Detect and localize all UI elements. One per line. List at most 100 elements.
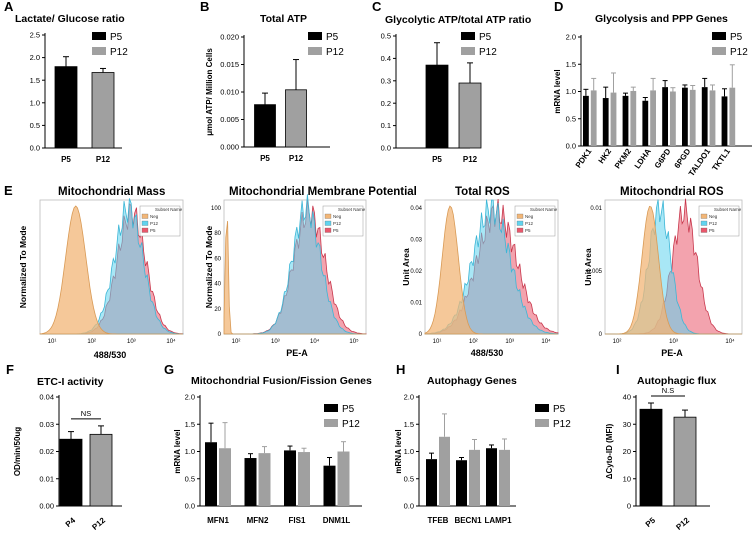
y-tick-label: 0 xyxy=(419,332,423,338)
bar-p12 xyxy=(91,72,115,149)
legend-swatch-neg xyxy=(516,213,524,219)
legend-label-p12: P12 xyxy=(525,221,534,226)
y-tick-label: 80 xyxy=(214,231,221,237)
bar-p5 xyxy=(583,95,589,146)
y-axis-label: ΔCyto-ID (MFI) xyxy=(605,423,614,479)
legend-swatch-p5 xyxy=(324,227,332,233)
significance-label: NS xyxy=(81,409,91,418)
y-axis-label: mRNA level xyxy=(173,429,182,473)
legend-swatch-p5 xyxy=(92,32,106,40)
y-tick-label: 0.01 xyxy=(410,301,422,307)
y-tick-label: 2.0 xyxy=(404,393,414,402)
y-tick-label: 0.0 xyxy=(30,144,40,153)
y-tick-label: 0 xyxy=(627,502,631,511)
chart-f: F ETC-I activity 0.00 0.01 0.02 0.03 0.04 OD/mi… xyxy=(6,362,122,532)
y-tick-label: 2.0 xyxy=(185,393,195,402)
bar-p12 xyxy=(439,436,450,506)
bar-p5 xyxy=(721,96,728,146)
legend-label-p12: P12 xyxy=(110,47,128,58)
flow-panel-3: Total ROS Subset Name Neg P12 P5 0 0.01 0.02 0.0… xyxy=(401,186,559,358)
x-tick-label: DNM1L xyxy=(323,516,351,525)
y-tick-label: 1.0 xyxy=(566,87,576,96)
chart-i: I Autophagic flux 0 10 20 30 40 ΔCyto-ID (MFI) P… xyxy=(605,362,716,532)
y-tick-label: 0.005 xyxy=(220,115,239,124)
legend-swatch-neg xyxy=(700,213,708,219)
x-tick-label: 10² xyxy=(469,339,478,345)
legend-label-neg: Neg xyxy=(333,214,342,219)
legend-swatch-p12 xyxy=(535,419,549,427)
panel-label: H xyxy=(396,362,405,377)
y-tick-label: 2.0 xyxy=(566,33,576,42)
x-tick-label: 10⁴ xyxy=(725,338,735,345)
panel-label: I xyxy=(616,362,620,377)
legend-swatch-neg xyxy=(324,213,332,219)
x-tick-label: 10³ xyxy=(271,339,280,345)
bar-p5 xyxy=(284,450,296,506)
x-tick-label: 10² xyxy=(613,339,622,345)
legend-swatch-p5 xyxy=(712,32,726,40)
legend-swatch-p5 xyxy=(324,404,338,412)
flow-panel-2: Mitochondrial Membrane Potential Subset N… xyxy=(204,186,417,358)
legend-title: Subset Name xyxy=(530,207,558,212)
legend-swatch-p5 xyxy=(308,32,322,40)
flow-panel-1: E Mitochondrial Mass Subset Name Neg P12 P5 10… xyxy=(4,183,184,360)
histogram-neg xyxy=(39,205,183,335)
legend-label-p5: P5 xyxy=(730,32,743,43)
bar-p4 xyxy=(59,438,83,507)
chart-title: Autophagy Genes xyxy=(427,375,517,387)
y-tick-label: 0.0 xyxy=(381,144,391,153)
bar-p5 xyxy=(425,64,449,149)
y-tick-label: 40 xyxy=(623,393,631,402)
x-tick-label: 10⁴ xyxy=(310,338,320,345)
y-tick-label: 0.1 xyxy=(381,121,391,130)
legend-label-p5: P5 xyxy=(333,228,339,233)
y-tick-label: 0.005 xyxy=(587,269,603,275)
y-tick-label: 1.5 xyxy=(404,420,414,429)
bar-p5 xyxy=(244,458,257,506)
panel-label: G xyxy=(164,362,174,377)
bar-p5 xyxy=(456,460,467,506)
y-tick-label: 0.015 xyxy=(220,60,239,69)
legend-label-p5: P5 xyxy=(342,404,355,415)
x-tick-label: 10² xyxy=(87,339,96,345)
chart-h: H Autophagy Genes 0.0 0.5 1.0 1.5 2.0 mRNA leve… xyxy=(394,362,571,525)
legend-swatch-p12 xyxy=(308,47,322,55)
bar-p12 xyxy=(469,449,480,506)
y-tick-label: 10 xyxy=(623,474,631,483)
legend-swatch-neg xyxy=(141,213,149,219)
x-tick-label: 6PGD xyxy=(673,147,693,170)
x-tick-label: P12 xyxy=(90,515,107,531)
x-tick-label: P5 xyxy=(61,155,71,164)
legend-swatch-p12 xyxy=(92,47,106,55)
bar-p12 xyxy=(709,90,716,146)
y-tick-label: 0.02 xyxy=(410,269,422,275)
legend-label-p12: P12 xyxy=(730,47,748,58)
chart-title: Mitochondrial Mass xyxy=(58,186,165,198)
bar-p12 xyxy=(650,90,656,146)
bar-p12 xyxy=(499,449,510,506)
x-tick-label: P5 xyxy=(644,515,658,529)
legend-label-p5: P5 xyxy=(553,404,566,415)
bar-p12 xyxy=(285,89,307,148)
legend-label-p12: P12 xyxy=(342,419,360,430)
panel-label: E xyxy=(4,183,13,198)
x-tick-label: 10³ xyxy=(505,339,514,345)
y-axis-label: mRNA level xyxy=(394,429,403,473)
x-tick-label: 10² xyxy=(232,339,241,345)
y-tick-label: 0.2 xyxy=(381,99,391,108)
x-axis-label: PE-A xyxy=(286,348,308,358)
x-tick-label: P4 xyxy=(64,515,78,529)
legend-label-neg: Neg xyxy=(150,214,159,219)
y-tick-label: 0.000 xyxy=(220,143,239,152)
legend-title: Subset Name xyxy=(155,207,183,212)
legend-label-neg: Neg xyxy=(525,214,534,219)
bar-p12 xyxy=(458,82,482,149)
x-tick-label: P12 xyxy=(96,155,111,164)
legend-swatch-p5 xyxy=(141,227,149,233)
legend-label-p5: P5 xyxy=(525,228,531,233)
x-tick-label: PDK1 xyxy=(574,147,594,170)
y-axis-label: mRNA level xyxy=(553,69,562,113)
y-tick-label: 40 xyxy=(214,282,221,288)
bar-p5 xyxy=(54,66,78,149)
x-axis-label: 488/530 xyxy=(94,350,127,360)
